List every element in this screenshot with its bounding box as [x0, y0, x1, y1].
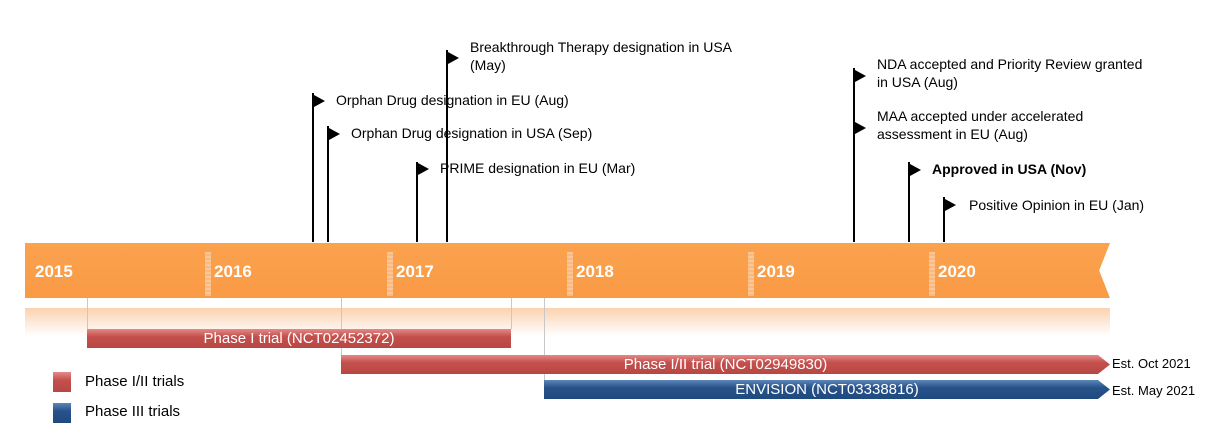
flag-icon — [314, 95, 325, 107]
milestone-line — [416, 162, 418, 242]
milestone-label-line: (May) — [470, 57, 506, 73]
trial-end-label: Est. Oct 2021 — [1112, 356, 1191, 371]
connector-line — [544, 298, 545, 380]
milestone-label: Orphan Drug designation in USA (Sep) — [351, 125, 593, 141]
year-divider — [205, 252, 211, 296]
year-label: 2016 — [214, 262, 252, 281]
milestone-label-line: NDA accepted and Priority Review granted — [877, 56, 1143, 72]
year-label: 2017 — [396, 262, 434, 281]
connector-line — [511, 298, 512, 329]
milestone-line — [446, 50, 448, 242]
flag-icon — [855, 70, 866, 82]
legend-label: Phase III trials — [85, 403, 181, 420]
flag-icon — [855, 122, 866, 134]
milestone-label-line: in USA (Aug) — [877, 74, 958, 90]
milestone-label-line: assessment in EU (Aug) — [877, 126, 1028, 142]
milestone-label: Orphan Drug designation in EU (Aug) — [336, 92, 569, 108]
trial-bar-envision: ENVISION (NCT03338816) — [544, 380, 1110, 399]
flag-icon — [418, 163, 429, 175]
year-divider — [748, 252, 754, 296]
milestone-line — [943, 197, 945, 242]
connector-line — [87, 298, 88, 329]
year-divider — [387, 252, 393, 296]
legend-label: Phase I/II trials — [85, 373, 185, 390]
flag-icon — [448, 52, 459, 64]
year-divider — [929, 252, 935, 296]
milestone-line — [312, 93, 314, 242]
milestone-line — [327, 126, 329, 242]
trial-bar-phase1-2: Phase I/II trial (NCT02949830) — [341, 355, 1110, 374]
year-label: 2019 — [757, 262, 795, 281]
milestone-label: NDA accepted and Priority Review granted… — [877, 55, 1142, 91]
milestone-label-line: Breakthrough Therapy designation in USA — [470, 39, 733, 55]
legend-swatch-phase3 — [53, 403, 71, 423]
milestone-label: PRIME designation in EU (Mar) — [440, 160, 636, 176]
milestone-label-line: MAA accepted under accelerated — [877, 108, 1084, 124]
connector-line — [341, 298, 342, 355]
year-label: 2020 — [938, 262, 976, 281]
trial-bar-phase1: Phase I trial (NCT02452372) — [87, 329, 511, 348]
legend-swatch-phase1-2 — [53, 372, 71, 392]
year-divider — [567, 252, 573, 296]
milestone-label: MAA accepted under accelerated assessment… — [877, 107, 1083, 143]
milestone-label: Positive Opinion in EU (Jan) — [969, 197, 1145, 213]
milestone-label-approved: Approved in USA (Nov) — [932, 161, 1087, 177]
milestone-line — [908, 162, 910, 242]
milestone-label: Breakthrough Therapy designation in USA (… — [470, 38, 732, 74]
milestone-line — [853, 68, 855, 242]
year-label: 2015 — [35, 262, 73, 281]
flag-icon — [945, 199, 956, 211]
year-label: 2018 — [576, 262, 614, 281]
flag-icon — [910, 164, 921, 176]
trial-end-label: Est. May 2021 — [1112, 383, 1196, 398]
flag-icon — [329, 128, 340, 140]
